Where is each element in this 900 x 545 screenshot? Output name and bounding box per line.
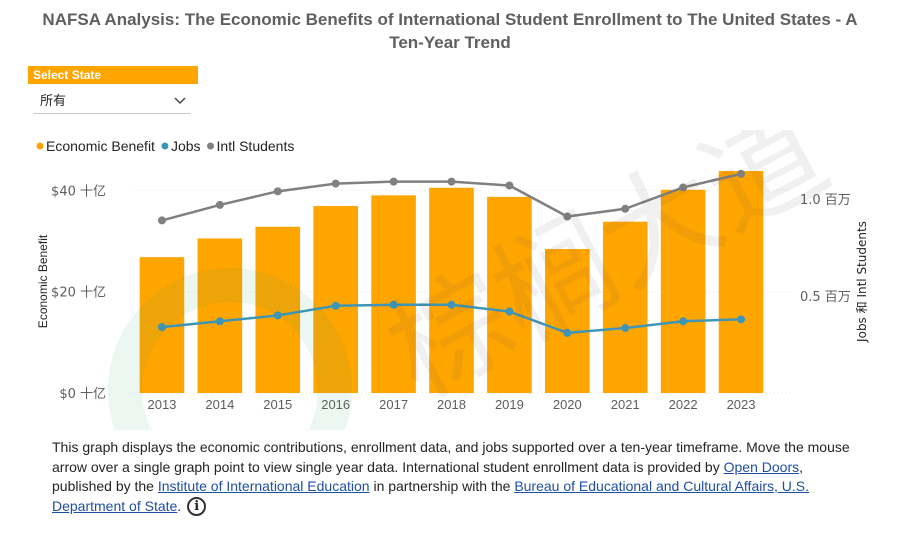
point-jobs-2021[interactable] <box>621 324 630 333</box>
point-jobs-2019[interactable] <box>505 307 514 316</box>
open-doors-link[interactable]: Open Doors <box>723 458 800 475</box>
x-tick-label: 2021 <box>611 397 640 412</box>
x-tick-label: 2013 <box>147 397 176 412</box>
legend-label: Intl Students <box>217 138 295 154</box>
legend-label: Jobs <box>171 138 201 154</box>
axes: 2013 2014 2015 2016 2017 2018 2019 2020 2021 2022… <box>36 184 869 412</box>
bar-2023[interactable] <box>718 171 764 393</box>
y2-tick-label: 1.0 百万 <box>800 193 851 208</box>
chevron-down-icon[interactable] <box>174 96 186 106</box>
bar-2022[interactable] <box>660 189 706 393</box>
point-jobs-2014[interactable] <box>215 317 224 326</box>
point-jobs-2023[interactable] <box>737 315 746 324</box>
x-tick-label: 2015 <box>263 397 292 412</box>
x-tick-label: 2014 <box>205 397 234 412</box>
point-intl-students-2018[interactable] <box>447 177 456 186</box>
x-tick-label: 2019 <box>495 397 524 412</box>
legend-item-intl-students[interactable]: Intl Students <box>207 138 294 154</box>
bars-economic-benefit <box>139 171 764 393</box>
point-intl-students-2023[interactable] <box>737 169 746 178</box>
combo-chart[interactable]: Economic Benefit Jobs Intl Students 2013 20… <box>0 130 900 430</box>
state-dropdown[interactable]: 所有 <box>34 90 190 114</box>
legend-marker <box>36 142 44 150</box>
point-intl-students-2021[interactable] <box>621 204 630 213</box>
point-jobs-2022[interactable] <box>679 317 688 326</box>
chart-description: This graph displays the economic contrib… <box>52 439 850 517</box>
x-tick-label: 2018 <box>437 397 466 412</box>
point-jobs-2013[interactable] <box>157 323 166 332</box>
point-jobs-2018[interactable] <box>447 300 456 309</box>
watermark-logo-icon <box>108 268 352 430</box>
y2-tick-label: 0.5 百万 <box>800 290 851 305</box>
point-intl-students-2015[interactable] <box>273 187 282 196</box>
bar-2015[interactable] <box>255 226 301 393</box>
x-tick-label: 2016 <box>321 397 350 412</box>
point-intl-students-2016[interactable] <box>331 179 340 188</box>
legend-marker <box>207 142 215 150</box>
legend: Economic Benefit Jobs Intl Students <box>36 138 294 154</box>
point-jobs-2020[interactable] <box>563 328 572 337</box>
point-intl-students-2019[interactable] <box>505 181 514 190</box>
x-tick-label: 2017 <box>379 397 408 412</box>
series-lines <box>157 169 746 337</box>
bar-2016[interactable] <box>313 205 358 393</box>
bar-2017[interactable] <box>371 195 416 393</box>
point-jobs-2016[interactable] <box>331 301 340 310</box>
bar-2020[interactable] <box>545 249 590 393</box>
bar-2021[interactable] <box>602 221 648 393</box>
bar-2014[interactable] <box>197 238 243 393</box>
point-intl-students-2022[interactable] <box>679 183 688 192</box>
legend-item-economic-benefit[interactable]: Economic Benefit <box>36 138 156 154</box>
point-intl-students-2014[interactable] <box>215 200 224 209</box>
y-axis-title: Economic Benefit <box>36 234 50 328</box>
y-tick-label: $40 十亿 <box>51 184 106 199</box>
y-tick-label: $0 十亿 <box>59 387 106 402</box>
bureau-link[interactable]: Bureau of Educational and Cultural Affai… <box>52 478 810 514</box>
point-intl-students-2013[interactable] <box>157 216 166 225</box>
legend-marker <box>161 142 169 150</box>
x-tick-label: 2023 <box>727 397 756 412</box>
point-jobs-2017[interactable] <box>389 300 398 309</box>
point-jobs-2015[interactable] <box>273 311 282 320</box>
state-dropdown-value: 所有 <box>40 94 67 109</box>
legend-item-jobs[interactable]: Jobs <box>161 138 201 154</box>
slicer-header: Select State <box>28 66 198 84</box>
iie-link[interactable]: Institute of International Education <box>157 478 370 494</box>
bar-2018[interactable] <box>429 187 474 393</box>
x-tick-label: 2020 <box>553 397 582 412</box>
legend-label: Economic Benefit <box>46 138 155 154</box>
chart-title: NAFSA Analysis: The Economic Benefits of… <box>42 10 858 52</box>
point-intl-students-2020[interactable] <box>563 212 572 221</box>
y-tick-label: $20 十亿 <box>51 286 106 301</box>
x-tick-label: 2022 <box>669 397 698 412</box>
y2-axis-title: Jobs 和 Intl Students <box>855 221 869 343</box>
bar-2019[interactable] <box>487 196 532 393</box>
info-icon[interactable]: i <box>187 497 207 517</box>
point-intl-students-2017[interactable] <box>389 177 398 186</box>
